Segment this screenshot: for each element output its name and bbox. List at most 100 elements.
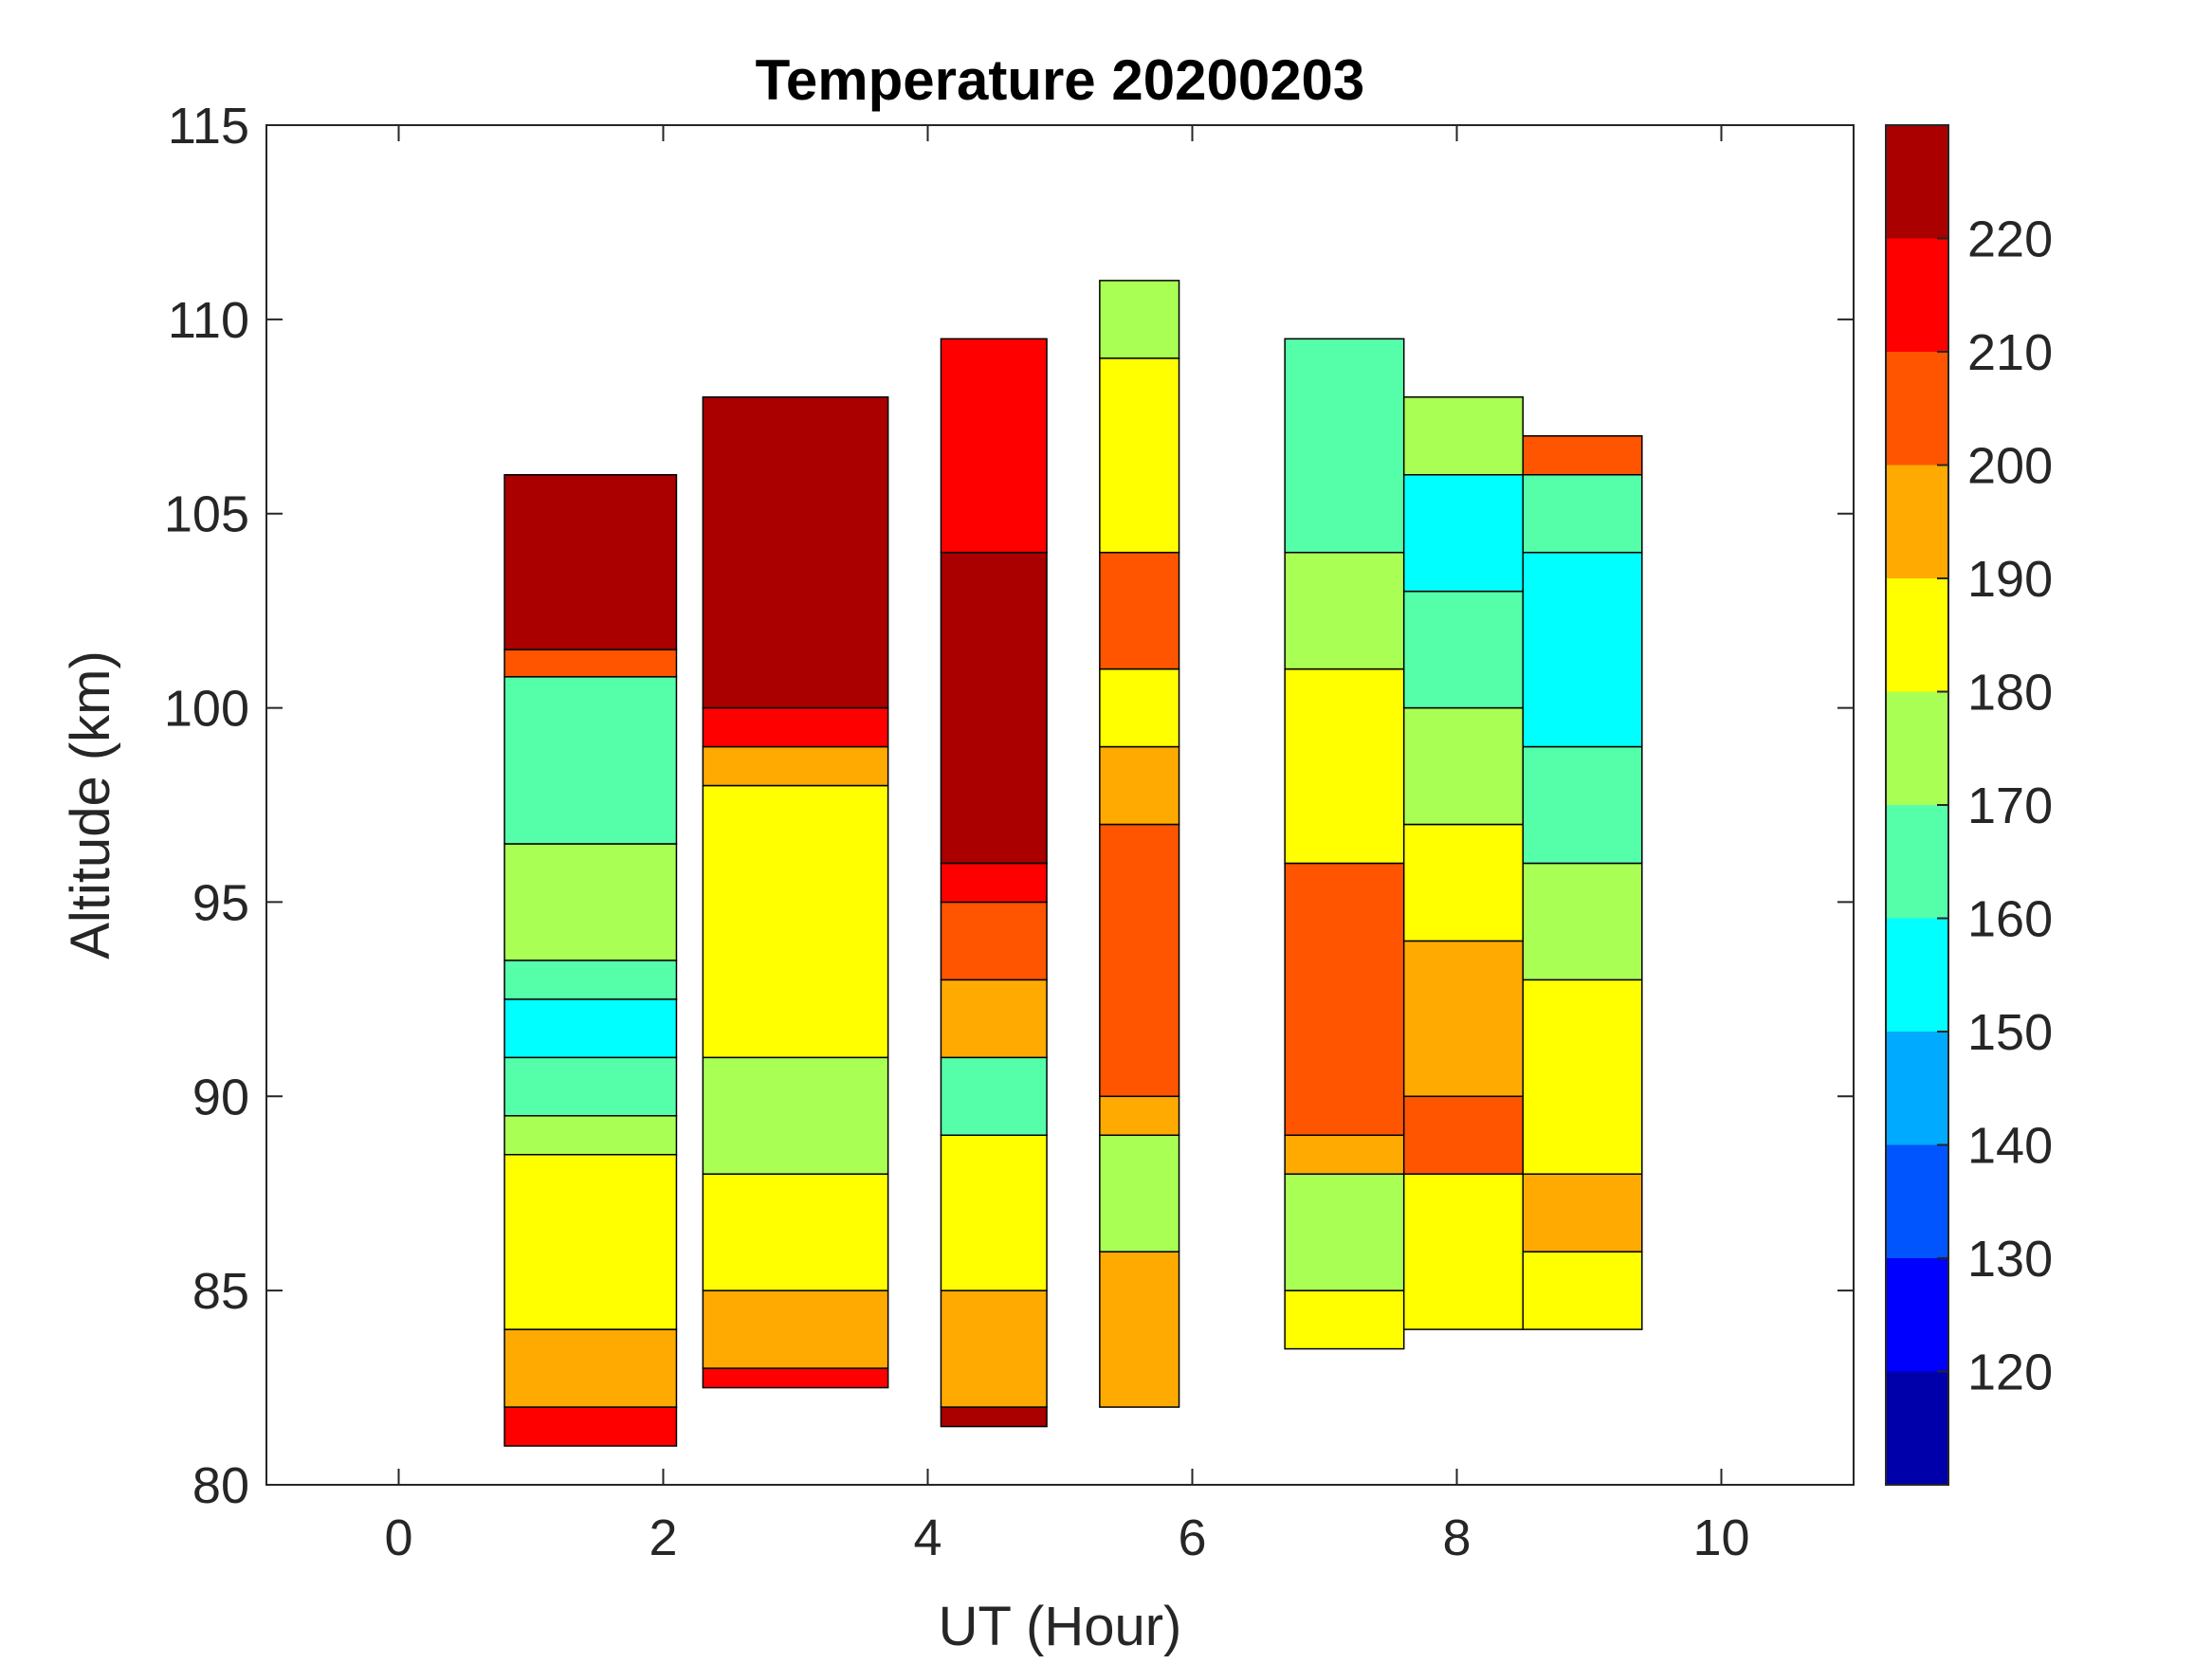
contour-band: [702, 1367, 889, 1389]
contour-band: [1402, 1095, 1524, 1175]
colorbar-swatch: [1886, 1144, 1948, 1258]
contour-band: [1099, 745, 1180, 826]
contour-band: [1402, 940, 1524, 1098]
contour-band: [503, 1115, 678, 1156]
y-tick-label: 85: [192, 1263, 249, 1320]
contour-band: [1402, 706, 1524, 826]
x-tick-label: 2: [649, 1509, 677, 1566]
contour-band: [1402, 396, 1524, 476]
data-segment: [503, 473, 678, 1447]
colorbar-swatch: [1886, 1371, 1948, 1485]
contour-band: [940, 1289, 1048, 1408]
y-tick-label: 100: [164, 681, 249, 738]
colorbar-tick-label: 150: [1967, 1004, 2053, 1061]
contour-band: [1099, 1134, 1180, 1253]
contour-band: [503, 676, 678, 845]
contour-band: [503, 843, 678, 961]
data-segment: [702, 396, 889, 1389]
colorbar-swatch: [1886, 352, 1948, 466]
y-axis: 80 85 90 95 100 105 110 115: [164, 98, 1854, 1514]
contour-band: [1402, 823, 1524, 942]
data-segment: [1522, 435, 1643, 1330]
y-axis-label: Altitude (km): [60, 650, 121, 960]
colorbar-swatch: [1886, 125, 1948, 239]
contour-band: [940, 978, 1048, 1059]
contour-band: [702, 1173, 889, 1291]
contour-band: [1284, 1173, 1405, 1291]
colorbar-swatch: [1886, 1032, 1948, 1145]
colorbar-tick-label: 180: [1967, 665, 2053, 722]
x-tick-label: 10: [1692, 1509, 1749, 1566]
contour-band: [1284, 338, 1405, 554]
y-tick-label: 115: [168, 98, 249, 155]
contour-band: [940, 901, 1048, 981]
contour-band: [1099, 1095, 1180, 1137]
y-tick-label: 95: [192, 874, 249, 931]
contour-band: [702, 706, 889, 748]
data-segment: [1402, 396, 1524, 1330]
contour-band: [503, 473, 678, 650]
y-tick-label: 105: [164, 486, 249, 543]
contour-band: [702, 396, 889, 709]
contour-band: [702, 1289, 889, 1369]
contour-band: [503, 960, 678, 1000]
x-tick-label: 4: [913, 1509, 941, 1566]
y-tick-label: 90: [192, 1069, 249, 1125]
contour-band: [1402, 590, 1524, 709]
contour-band: [702, 784, 889, 1059]
contour-band: [940, 338, 1048, 554]
contour-band: [702, 1056, 889, 1175]
data-segment: [1099, 280, 1180, 1408]
contour-band: [503, 1328, 678, 1408]
contour-band: [1522, 1251, 1643, 1330]
colorbar-swatch: [1886, 1258, 1948, 1372]
contour-band: [1284, 1289, 1405, 1350]
data-segment: [1284, 338, 1405, 1350]
contour-band: [1522, 978, 1643, 1175]
contour-band: [1522, 473, 1643, 554]
x-axis-label: UT (Hour): [939, 1596, 1182, 1657]
colorbar-tick-label: 200: [1967, 438, 2053, 495]
colorbar-swatch: [1886, 578, 1948, 692]
colorbar-swatch: [1886, 918, 1948, 1032]
contour-band: [503, 1153, 678, 1330]
x-axis: 0 2 4 6 8 10: [384, 125, 1750, 1566]
contour-band: [503, 1056, 678, 1117]
contour-band: [503, 1406, 678, 1447]
y-tick-label: 80: [192, 1457, 249, 1514]
colorbar: 120 130 140 150 160 170 180 190 200 210 220: [1885, 124, 2053, 1486]
colorbar-tick-label: 140: [1967, 1118, 2053, 1175]
chart-title: Temperature 20200203: [756, 48, 1365, 112]
colorbar-swatch: [1886, 805, 1948, 919]
colorbar-swatch: [1886, 465, 1948, 578]
colorbar-tick-label: 220: [1967, 211, 2053, 268]
contour-band: [1284, 1134, 1405, 1175]
colorbar-tick-label: 120: [1967, 1344, 2053, 1401]
colorbar-tick-label: 130: [1967, 1231, 2053, 1288]
x-tick-label: 0: [384, 1509, 412, 1566]
colorbar-swatch: [1886, 238, 1948, 352]
contour-band: [702, 745, 889, 787]
contour-band: [1402, 473, 1524, 593]
contour-band: [1099, 280, 1180, 359]
contour-band: [1522, 435, 1643, 476]
contour-band: [1099, 551, 1180, 670]
contour-band: [503, 649, 678, 678]
contour-band: [940, 1134, 1048, 1291]
y-tick-label: 110: [168, 292, 249, 349]
contour-band: [1402, 1173, 1524, 1330]
x-tick-label: 6: [1178, 1509, 1206, 1566]
data-segment: [940, 338, 1048, 1428]
x-tick-label: 8: [1442, 1509, 1471, 1566]
contour-band: [1284, 862, 1405, 1137]
contour-band: [1522, 862, 1643, 981]
contour-band: [1522, 551, 1643, 748]
contour-band: [940, 1056, 1048, 1137]
colorbar-tick-label: 170: [1967, 777, 2053, 834]
colorbar-tick-label: 190: [1967, 551, 2053, 608]
colorbar-tick-label: 160: [1967, 891, 2053, 948]
contour-band: [1099, 667, 1180, 748]
contour-band: [503, 998, 678, 1059]
contour-band: [1284, 667, 1405, 865]
